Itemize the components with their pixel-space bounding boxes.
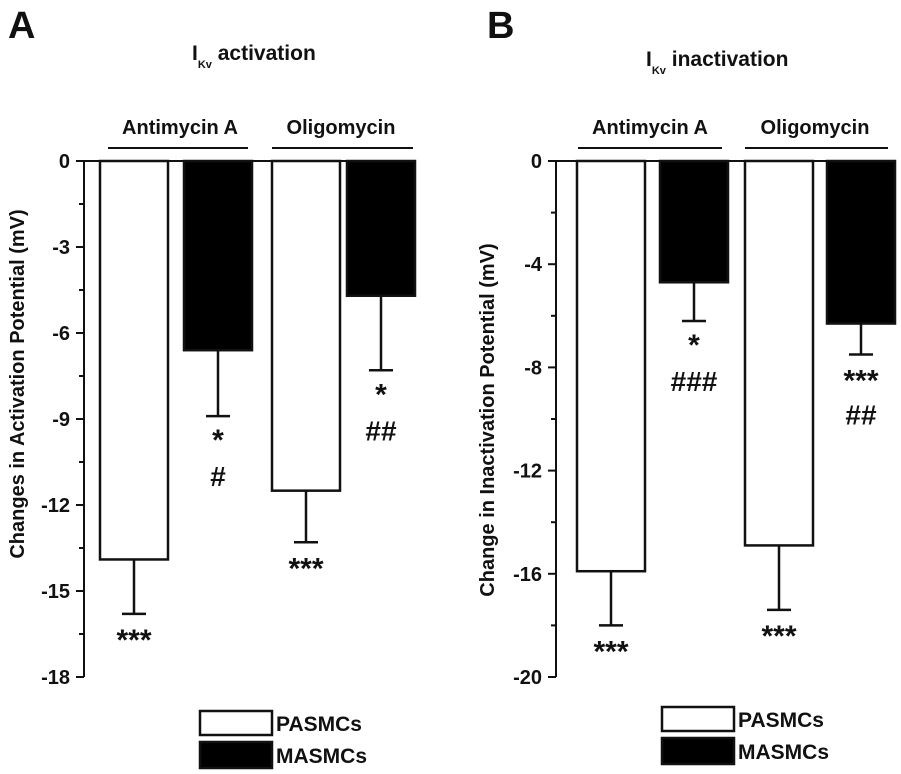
panel-b-significance-label: *** — [593, 635, 628, 668]
legend-a-swatch-masmcs — [198, 740, 274, 770]
panel-b-plot: 0-4-8-12-16-20*** ****### ***## — [513, 151, 897, 689]
panel-b-bar-masmcs — [658, 159, 730, 284]
panel-b-ytick-label: -12 — [513, 461, 542, 483]
panel-b-ytick-label: -20 — [513, 667, 542, 689]
panel-a-significance-label: *** — [116, 624, 151, 657]
panel-b-title-main: I — [646, 48, 652, 71]
panel-a-ytick-label: -12 — [41, 495, 70, 517]
panel-a-ytick-label: -9 — [52, 409, 70, 431]
panel-a-significance-label: *** — [288, 552, 323, 585]
panel-b-significance-label: * — [688, 329, 700, 362]
panel-a-ytick-label: -3 — [52, 237, 70, 259]
panel-b-bar-pasmcs — [575, 159, 647, 573]
panel-a-title-main: I — [192, 42, 198, 65]
panel-b-significance-label: ### — [671, 366, 718, 397]
panel-b-significance-label: *** — [843, 365, 878, 398]
panel-b-ytick-label: -4 — [524, 254, 543, 276]
panel-a-bar-masmcs — [182, 159, 254, 352]
panel-a-bar-pasmcs — [270, 159, 342, 492]
panel-a-label: A — [8, 5, 35, 47]
panel-a-ytick-label: -6 — [52, 323, 70, 345]
panel-a-bar-masmcs — [345, 159, 417, 297]
panel-b-title-rest: inactivation — [666, 48, 789, 71]
panel-a-ytick-label: -15 — [41, 581, 70, 603]
panel-b-title-sub: Kv — [652, 65, 667, 77]
panel-a-significance-label: ## — [365, 415, 397, 446]
panel-b-label: B — [487, 5, 514, 47]
panel-a-significance-label: # — [210, 461, 226, 492]
panel-a-title: IKv activation — [192, 42, 316, 71]
legend-b-label-masmcs: MASMCs — [738, 741, 829, 764]
panel-b-ytick-label: -8 — [524, 357, 542, 379]
panel-a-group-label-oligomycin: Oligomycin — [287, 117, 396, 139]
panel-a-ytick-label: -18 — [41, 667, 70, 689]
legend-a-swatch-pasmcs — [198, 709, 274, 737]
panel-b-ylabel: Change in Inactivation Potential (mV) — [477, 243, 499, 596]
panel-a-ytick-label: 0 — [59, 151, 70, 173]
legend-b-swatch-masmcs — [660, 736, 736, 766]
panel-b-bar-pasmcs — [743, 159, 815, 547]
panel-a-title-sub: Kv — [198, 59, 213, 71]
panel-b-significance-label: ## — [845, 400, 877, 431]
legend-b-swatch-pasmcs — [660, 705, 736, 733]
panel-b-group-label-oligomycin: Oligomycin — [761, 117, 870, 139]
panel-a-plot: 0-3-6-9-12-15-18*******#*## — [41, 151, 417, 689]
panel-b-ytick-label: 0 — [531, 151, 542, 173]
panel-b-bar-masmcs — [825, 159, 897, 325]
panel-b-title: IKv inactivation — [646, 48, 788, 77]
panel-b-significance-label: *** — [761, 620, 796, 653]
panel-b-group-label-antimycin: Antimycin A — [592, 117, 708, 139]
legend-b-label-pasmcs: PASMCs — [738, 709, 824, 732]
legend-a-label-pasmcs: PASMCs — [276, 713, 362, 736]
panel-a-title-rest: activation — [212, 42, 316, 65]
panel-a-ylabel: Changes in Activation Potential (mV) — [7, 209, 29, 558]
panel-a-significance-label: * — [212, 424, 224, 457]
panel-a-significance-label: * — [375, 378, 387, 411]
legend-a-label-masmcs: MASMCs — [276, 745, 367, 768]
panel-b-ytick-label: -16 — [513, 564, 542, 586]
panel-a-group-label-antimycin: Antimycin A — [122, 117, 238, 139]
panel-a-bar-pasmcs — [98, 159, 170, 561]
